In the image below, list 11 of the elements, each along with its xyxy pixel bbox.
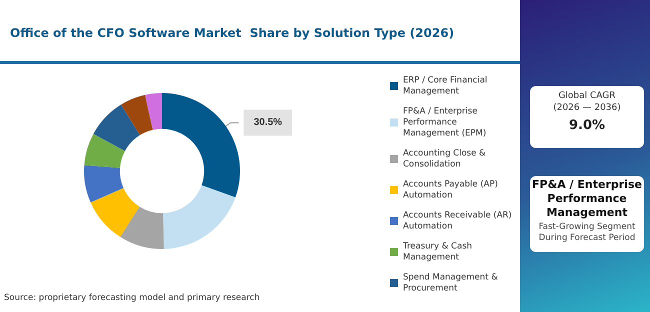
legend-label: ERP / Core Financial Management	[403, 76, 490, 96]
chart-title: Office of the CFO Software Market Share by Solution Type (2026)	[10, 26, 454, 40]
side-panel: Global CAGR (2026 — 2036) 9.0% FP&A / Enterprise Performance Management Fast-Growing Segment During Forecast Period	[520, 0, 650, 312]
source-note: Source: proprietary forecasting model and primary research	[4, 293, 260, 303]
legend-label: FP&A / Enterprise Performance Management (EPM)	[403, 106, 486, 138]
legend-label: Spend Management & Procurement	[403, 272, 501, 294]
legend-label: Accounts Receivable (AR) Automation	[403, 210, 514, 232]
legend-label: Accounting Close & Consolidation	[403, 148, 488, 170]
data-label: 30.5%	[254, 117, 282, 128]
legend-label: Accounts Payable (AP) Automation	[403, 180, 501, 200]
legend-label: Treasury & Cash Management	[402, 242, 475, 262]
